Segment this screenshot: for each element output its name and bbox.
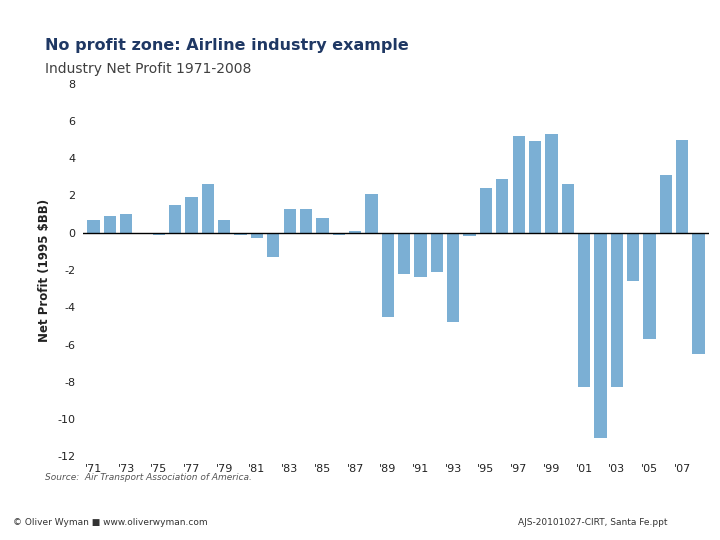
Bar [153, 233, 165, 234]
Bar [300, 208, 312, 233]
Text: Source:  Air Transport Association of America.: Source: Air Transport Association of Ame… [45, 474, 251, 482]
Bar [693, 233, 705, 354]
Bar [496, 179, 508, 233]
Bar [611, 233, 623, 387]
Text: AJS-20101027-CIRT, Santa Fe.ppt: AJS-20101027-CIRT, Santa Fe.ppt [518, 518, 668, 527]
Bar [594, 233, 606, 437]
Text: © Oliver Wyman ■ www.oliverwyman.com: © Oliver Wyman ■ www.oliverwyman.com [13, 518, 207, 527]
Bar [660, 175, 672, 233]
Text: Industry Net Profit 1971-2008: Industry Net Profit 1971-2008 [45, 62, 251, 76]
Bar [218, 220, 230, 233]
Bar [120, 214, 132, 233]
Bar [349, 231, 361, 233]
Bar [87, 220, 99, 233]
Bar [644, 233, 656, 339]
Bar [382, 233, 394, 316]
Bar [529, 141, 541, 233]
Bar [202, 184, 214, 233]
Bar [545, 134, 557, 233]
Bar [415, 233, 427, 278]
Y-axis label: Net Profit (1995 $BB): Net Profit (1995 $BB) [38, 198, 52, 342]
Bar [578, 233, 590, 387]
Bar [447, 233, 459, 322]
Bar [562, 184, 574, 233]
Bar [627, 233, 639, 281]
Bar [398, 233, 410, 274]
Bar [676, 139, 688, 233]
Bar [316, 218, 328, 233]
Bar [169, 205, 181, 233]
Bar [513, 136, 525, 233]
Bar [104, 216, 116, 233]
Bar [186, 197, 198, 233]
Bar [267, 233, 279, 257]
Bar [431, 233, 443, 272]
Bar [235, 233, 247, 234]
Bar [333, 233, 345, 234]
Bar [284, 208, 296, 233]
Text: No profit zone: Airline industry example: No profit zone: Airline industry example [45, 38, 408, 53]
Bar [365, 194, 377, 233]
Text: 3: 3 [694, 514, 706, 531]
Bar [464, 233, 476, 237]
Bar [480, 188, 492, 233]
Bar [251, 233, 263, 238]
